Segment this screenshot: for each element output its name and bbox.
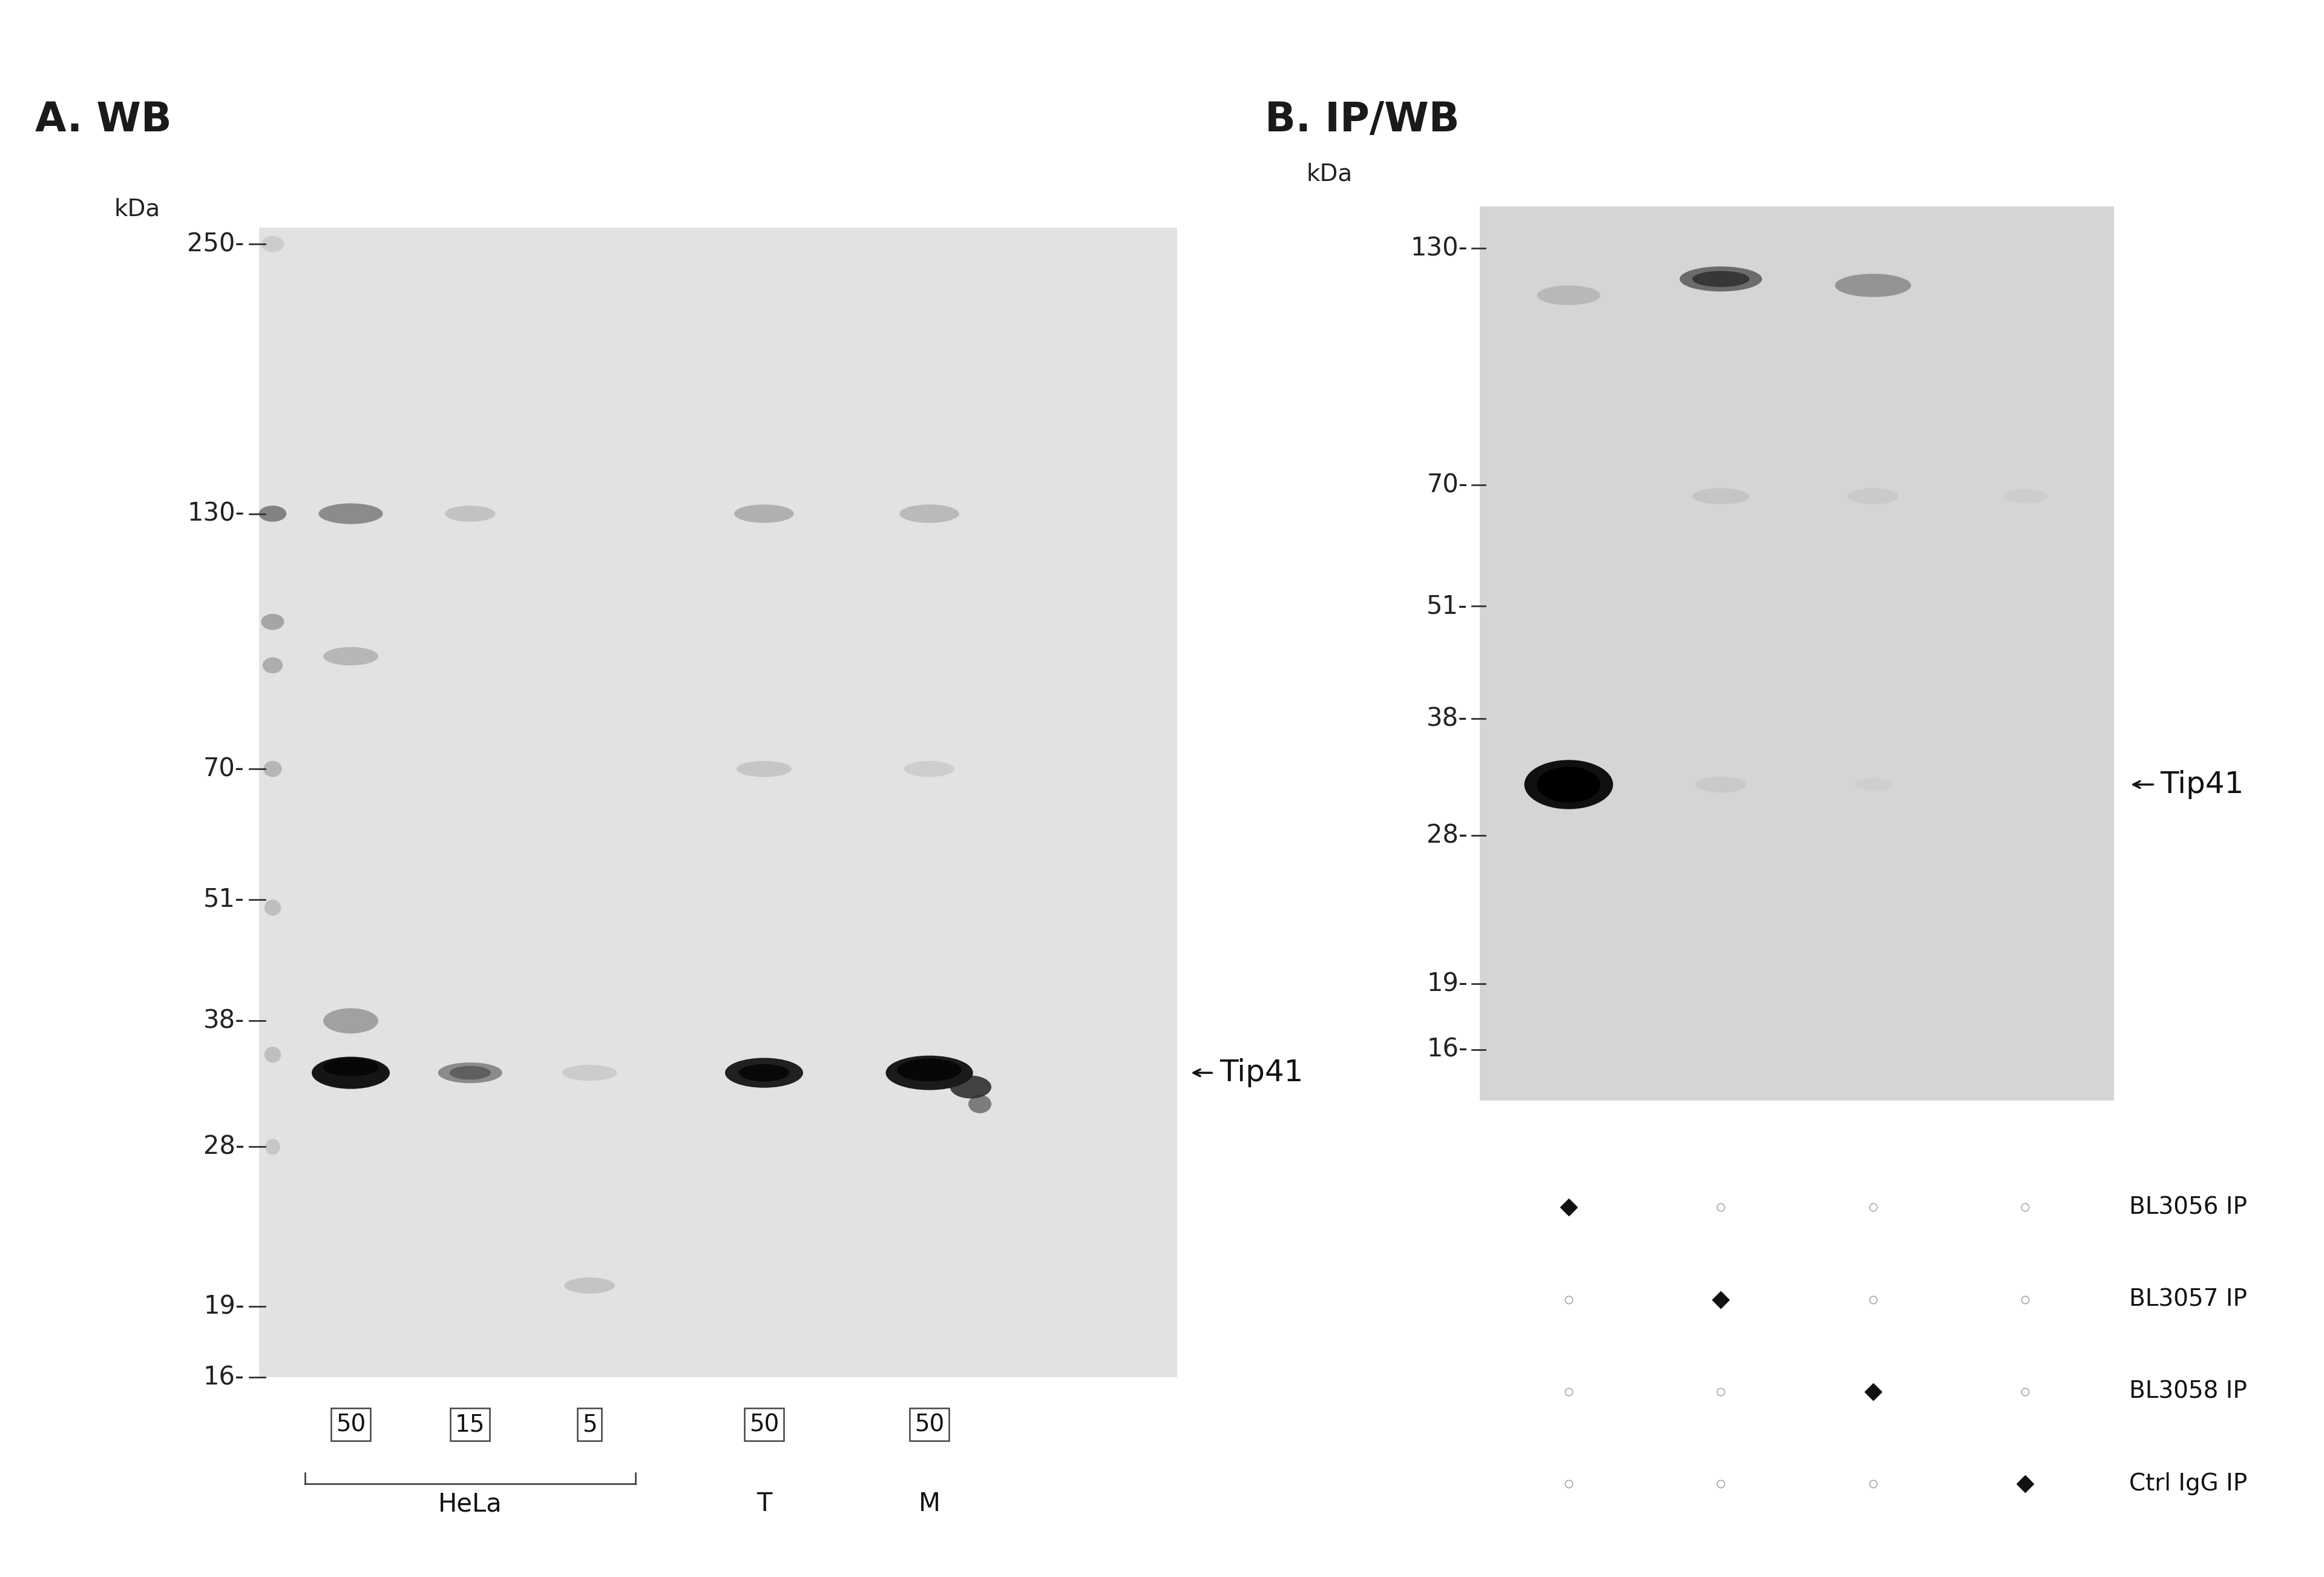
Text: 19-: 19- xyxy=(1427,971,1469,997)
Text: A. WB: A. WB xyxy=(35,101,172,140)
Ellipse shape xyxy=(1692,271,1750,287)
Ellipse shape xyxy=(951,1076,992,1099)
Text: 51-: 51- xyxy=(202,886,244,912)
Text: 51-: 51- xyxy=(1427,593,1469,620)
Ellipse shape xyxy=(437,1063,502,1083)
Ellipse shape xyxy=(323,1058,379,1077)
Text: Tip41: Tip41 xyxy=(1220,1058,1304,1087)
Text: 16-: 16- xyxy=(202,1364,244,1391)
Text: T: T xyxy=(755,1492,772,1517)
Text: 28-: 28- xyxy=(1427,823,1469,848)
Text: Ctrl IgG IP: Ctrl IgG IP xyxy=(2129,1473,2247,1495)
Ellipse shape xyxy=(969,1094,992,1113)
Text: BL3058 IP: BL3058 IP xyxy=(2129,1380,2247,1404)
Bar xyxy=(1480,207,2115,1101)
Text: 50: 50 xyxy=(335,1413,365,1437)
Text: 38-: 38- xyxy=(1427,706,1469,732)
Text: 28-: 28- xyxy=(202,1134,244,1159)
Ellipse shape xyxy=(1692,489,1750,505)
Ellipse shape xyxy=(1855,779,1892,790)
Ellipse shape xyxy=(734,505,795,524)
Text: 250-: 250- xyxy=(188,232,244,257)
Ellipse shape xyxy=(323,647,379,665)
Text: 15: 15 xyxy=(456,1413,486,1437)
Ellipse shape xyxy=(263,760,281,777)
Text: 19-: 19- xyxy=(202,1295,244,1320)
Text: HeLa: HeLa xyxy=(439,1492,502,1517)
Text: 50: 50 xyxy=(913,1413,944,1437)
Ellipse shape xyxy=(318,503,383,524)
Text: 5: 5 xyxy=(581,1413,597,1437)
Text: kDa: kDa xyxy=(1306,162,1353,185)
Ellipse shape xyxy=(1836,274,1910,296)
Ellipse shape xyxy=(265,1047,281,1063)
Ellipse shape xyxy=(562,1064,618,1080)
Ellipse shape xyxy=(739,1064,790,1082)
Ellipse shape xyxy=(1697,776,1745,793)
Ellipse shape xyxy=(1848,489,1899,505)
Text: Tip41: Tip41 xyxy=(2159,770,2243,800)
Ellipse shape xyxy=(265,1139,279,1154)
Ellipse shape xyxy=(565,1277,616,1293)
Ellipse shape xyxy=(885,1055,974,1090)
Ellipse shape xyxy=(449,1066,490,1080)
Ellipse shape xyxy=(258,506,286,522)
Ellipse shape xyxy=(311,1057,390,1088)
Text: 70-: 70- xyxy=(202,757,244,782)
Ellipse shape xyxy=(260,613,284,629)
Ellipse shape xyxy=(260,237,284,252)
Ellipse shape xyxy=(737,760,792,777)
Ellipse shape xyxy=(904,760,955,777)
Ellipse shape xyxy=(1525,760,1613,809)
Ellipse shape xyxy=(1536,285,1601,304)
Text: 16-: 16- xyxy=(1427,1038,1469,1063)
Ellipse shape xyxy=(2003,489,2047,503)
Ellipse shape xyxy=(323,1008,379,1033)
Text: B. IP/WB: B. IP/WB xyxy=(1264,101,1459,140)
Ellipse shape xyxy=(1680,267,1762,292)
Ellipse shape xyxy=(444,506,495,522)
Ellipse shape xyxy=(1536,766,1601,803)
Text: 130-: 130- xyxy=(188,501,244,527)
Text: 130-: 130- xyxy=(1411,235,1469,262)
Text: M: M xyxy=(918,1492,941,1517)
Ellipse shape xyxy=(725,1058,804,1088)
Text: 38-: 38- xyxy=(202,1008,244,1033)
Ellipse shape xyxy=(897,1058,962,1082)
Text: 50: 50 xyxy=(748,1413,779,1437)
Ellipse shape xyxy=(265,899,281,916)
Text: kDa: kDa xyxy=(114,197,160,221)
Ellipse shape xyxy=(263,658,284,673)
Text: BL3057 IP: BL3057 IP xyxy=(2129,1288,2247,1310)
Ellipse shape xyxy=(899,505,960,524)
Bar xyxy=(258,227,1178,1378)
Text: BL3056 IP: BL3056 IP xyxy=(2129,1195,2247,1219)
Text: 70-: 70- xyxy=(1427,473,1469,498)
